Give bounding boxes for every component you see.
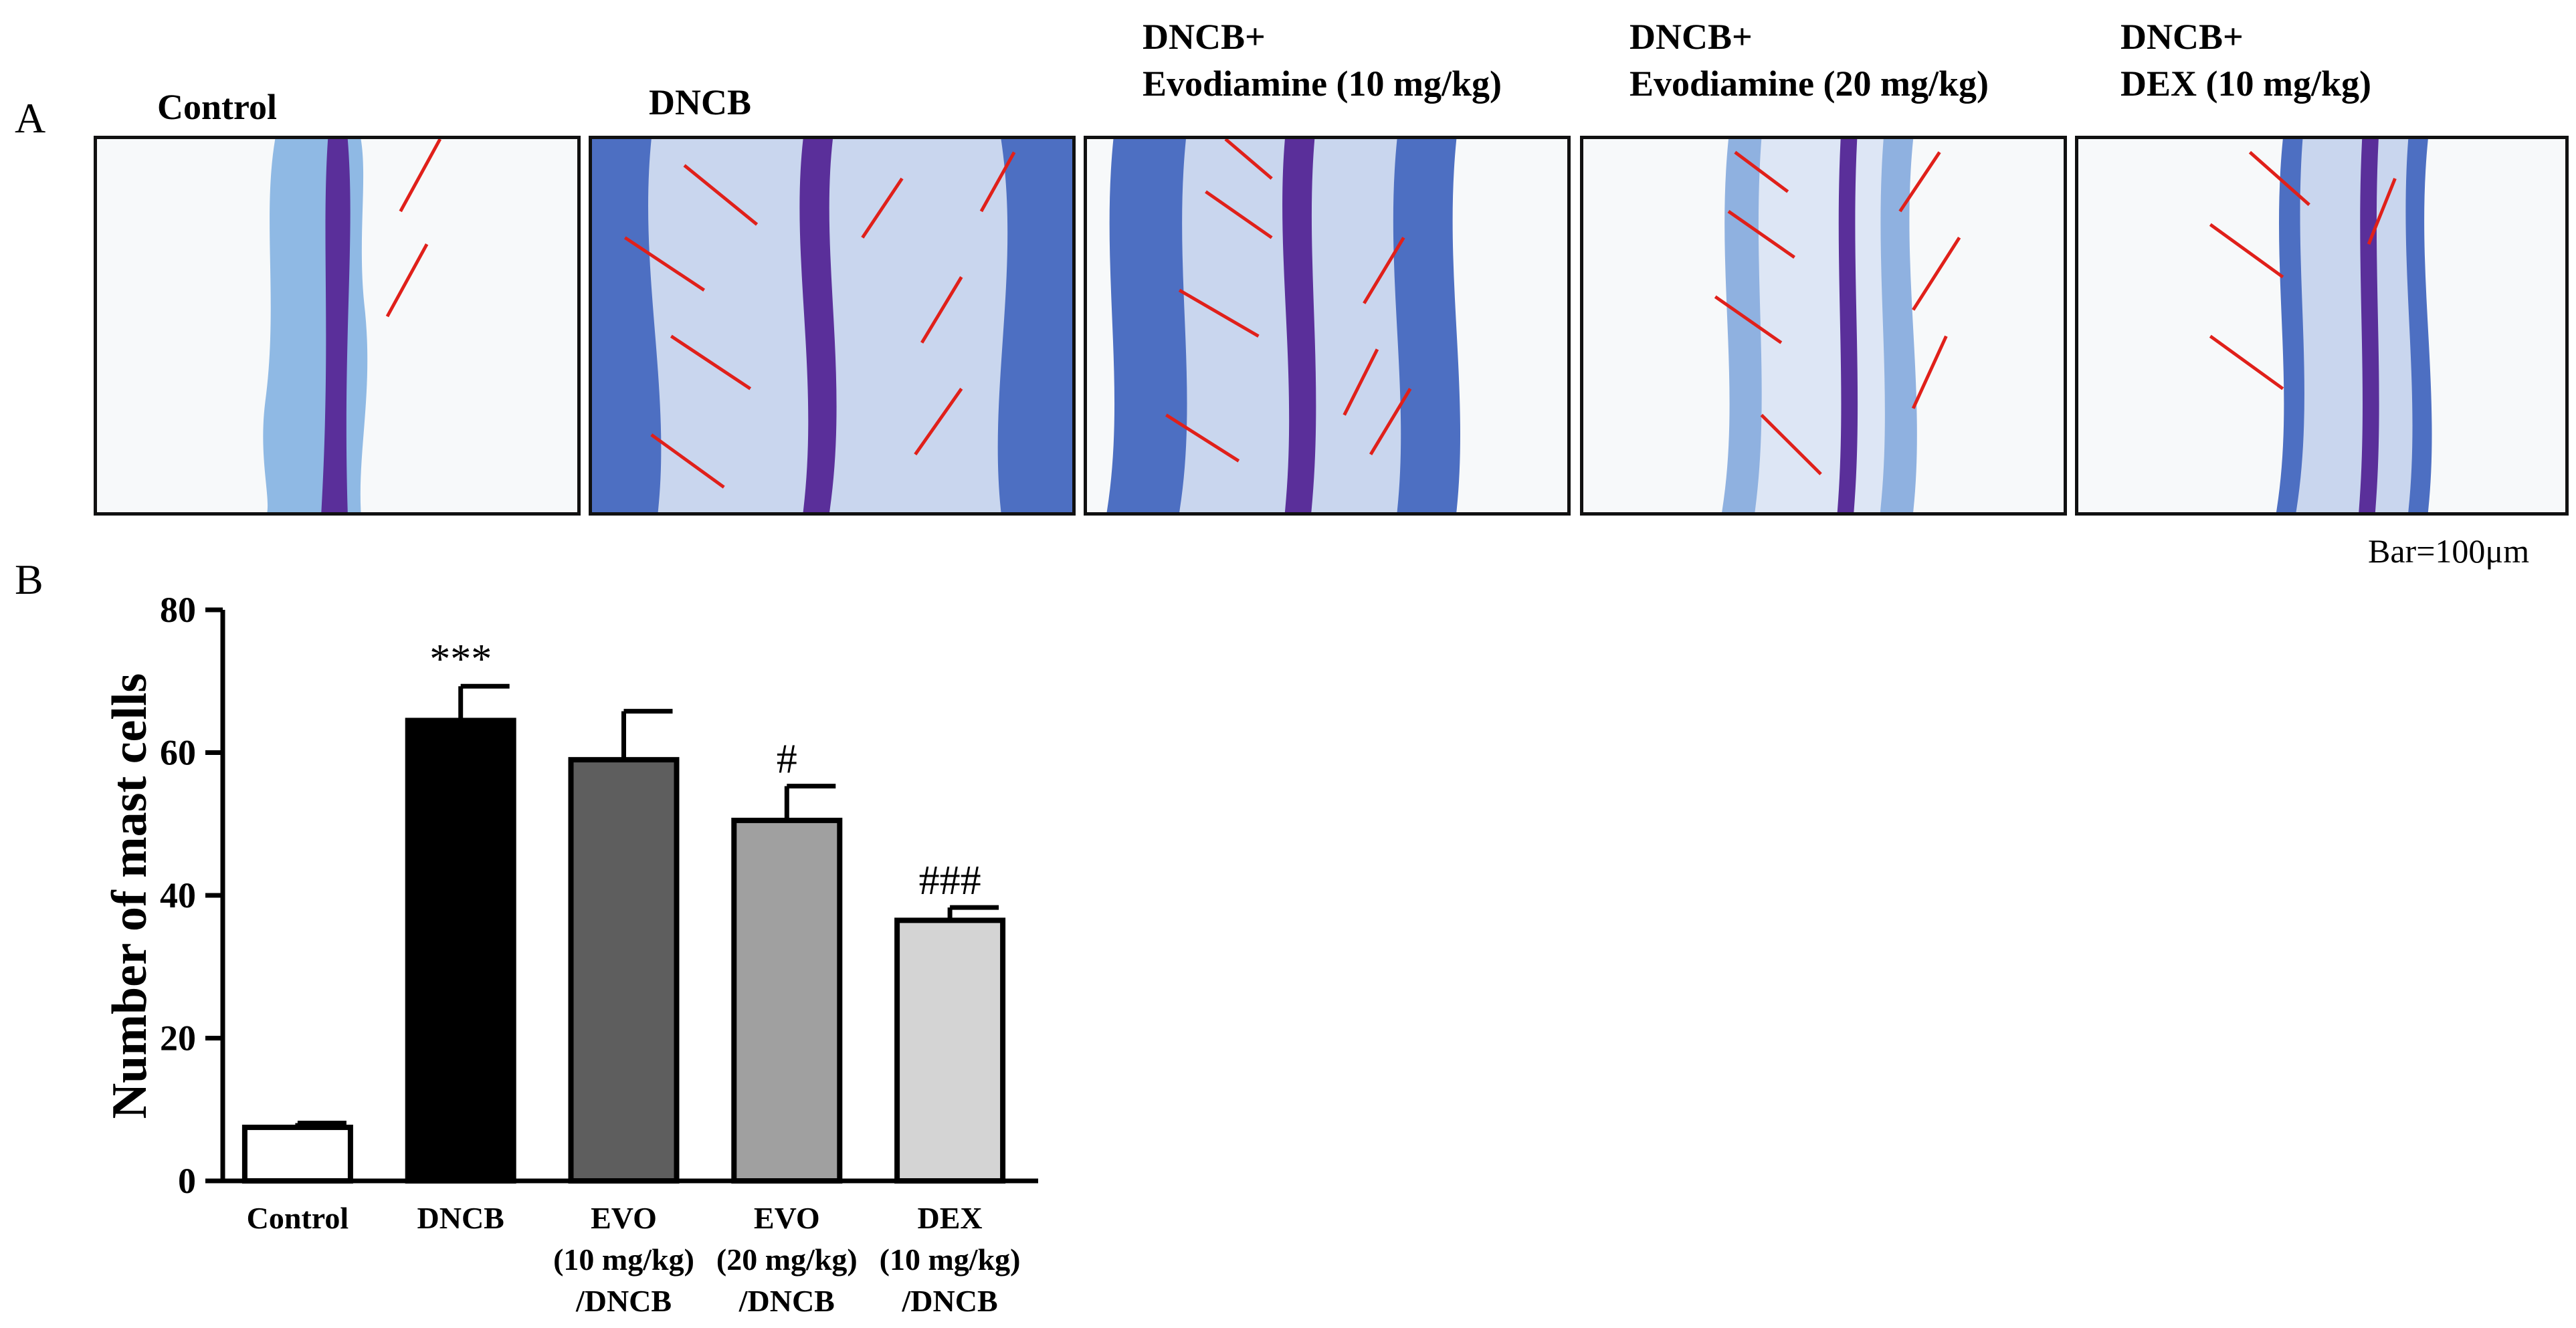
image-label-evo20: DNCB+ Evodiamine (20 mg/kg) [1629,13,1989,107]
label-line1: Control [157,87,278,127]
label-line2: DEX (10 mg/kg) [2120,64,2371,104]
histology-drawing [2078,139,2565,512]
y-tick-label: 60 [160,733,196,773]
scale-bar-note: Bar=100μm [2368,532,2530,570]
histology-drawing [1583,139,2064,512]
label-line1: DNCB+ [2120,17,2244,57]
image-label-control: Control [157,84,277,130]
histology-drawing [97,139,577,512]
x-tick-label: /DNCB [738,1284,835,1318]
x-tick-label: DNCB [417,1201,504,1235]
x-tick-label: /DNCB [575,1284,672,1318]
x-tick-label: EVO [591,1201,657,1235]
panel-b-letter: B [15,556,43,603]
x-tick-label: (10 mg/kg) [880,1242,1021,1277]
panel-a-letter: A [15,94,46,142]
bar [241,1124,353,1184]
bar [405,717,516,1184]
histology-image-evo10 [1084,136,1571,516]
image-label-dex: DNCB+ DEX (10 mg/kg) [2120,13,2371,107]
y-tick-label: 20 [160,1018,196,1059]
y-axis-label: Number of mast cells [102,673,157,1119]
significance-label: # [777,737,797,782]
x-tick-label: (20 mg/kg) [716,1242,858,1277]
label-line2: Evodiamine (20 mg/kg) [1629,64,1989,104]
bar [568,757,680,1184]
x-tick-label: Control [247,1201,349,1235]
x-tick-label: (10 mg/kg) [553,1242,694,1277]
y-tick-label: 40 [160,875,196,915]
histology-image-control [94,136,581,516]
bar [731,817,843,1184]
histology-drawing [1087,139,1567,512]
x-tick-label: /DNCB [902,1284,998,1318]
image-label-evo10: DNCB+ Evodiamine (10 mg/kg) [1143,13,1502,107]
label-line1: DNCB+ [1143,17,1266,57]
histology-image-evo20 [1580,136,2067,516]
label-line1: DNCB+ [1629,17,1753,57]
histology-image-dex [2075,136,2569,516]
significance-label: *** [429,637,492,682]
histology-drawing [592,139,1072,512]
y-tick-label: 0 [178,1161,196,1201]
label-line2: Evodiamine (10 mg/kg) [1143,64,1502,104]
x-tick-label: EVO [754,1201,820,1235]
histology-image-dncb [589,136,1076,516]
bar-chart: 0 20 40 60 80 Number of mast cells Control *** D… [102,590,1038,1318]
y-tick-label: 80 [160,590,196,630]
image-label-dncb: DNCB [649,79,751,126]
bar [894,917,1006,1184]
x-tick-label: DEX [918,1201,983,1235]
label-line1: DNCB [649,82,752,122]
significance-label: ### [919,858,981,903]
